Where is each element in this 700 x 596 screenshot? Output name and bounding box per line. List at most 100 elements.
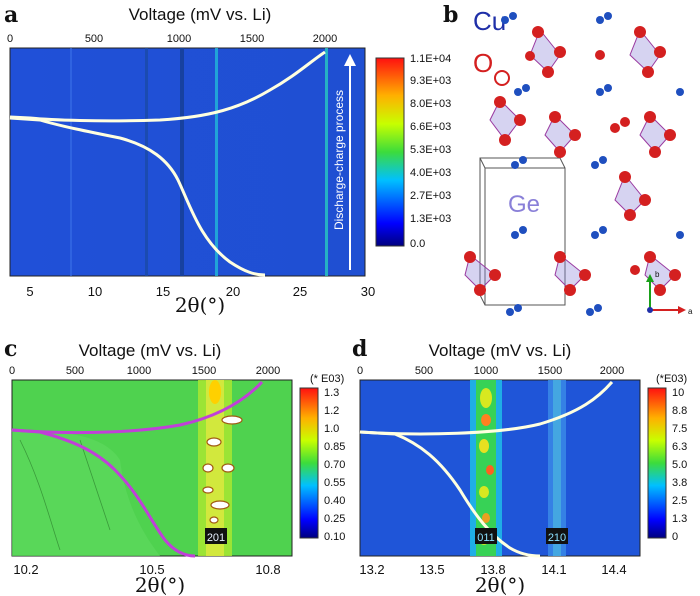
copper-atoms [501, 12, 684, 316]
panel-d-peak-011-label-box [475, 528, 497, 544]
panel-d-peak-210-core [553, 380, 561, 556]
panel-c-colorbar-label: 0.70 [324, 459, 345, 471]
panel-d-colorbar-label: 5.0 [672, 459, 687, 471]
panel-a-peak-line [215, 48, 218, 276]
panel-c-peak-label-box [205, 528, 227, 544]
panel-a-colorbar-label: 8.0E+03 [410, 98, 451, 110]
panel-c-label: c [4, 336, 17, 362]
panel-c-hotspot [209, 380, 221, 404]
panel-a-peak-line [325, 48, 328, 276]
panel-a-bottom-axis-title: 2θ(°) [175, 293, 225, 317]
panel-a-charge-curve [9, 50, 326, 123]
panel-c-colorbar-label: 1.3 [324, 387, 339, 399]
axis-a-label: a [688, 307, 693, 316]
panel-d-top-tick: 2000 [600, 365, 624, 377]
lattice-axes: b a [646, 270, 693, 316]
panel-a: a Voltage (mV vs. Li) 0 500 1000 1500 20… [4, 2, 451, 317]
panel-a-top-tick: 500 [85, 33, 103, 45]
panel-c-colorbar-label: 1.2 [324, 405, 339, 417]
panel-d-colorbar-label: 8.8 [672, 405, 687, 417]
panel-a-colorbar-label: 5.3E+03 [410, 144, 451, 156]
panel-d-colorbar-label: 10 [672, 387, 684, 399]
panel-d-colorbar-label: 0 [672, 531, 678, 543]
panel-c-top-tick: 2000 [256, 365, 280, 377]
panel-a-top-tick: 0 [7, 33, 13, 45]
panel-d-bottom-tick: 14.1 [541, 562, 566, 577]
cu-label: Cu [473, 6, 506, 36]
panel-b: b Cu O Ge [443, 2, 693, 316]
panel-a-arrowhead [344, 54, 356, 66]
panel-c-top-axis-title: Voltage (mV vs. Li) [79, 341, 222, 360]
panel-d-colorbar-unit: (*E03) [656, 373, 687, 385]
panel-c-peak-core [206, 380, 224, 556]
panel-a-top-tick: 1000 [167, 33, 191, 45]
panel-c-colorbar-label: 0.25 [324, 513, 345, 525]
panel-a-bottom-tick: 5 [26, 284, 33, 299]
panel-d-colorbar [647, 387, 667, 539]
panel-a-plot-area [9, 47, 366, 277]
panel-d-peak-011-label: 011 [477, 532, 495, 544]
panel-a-bottom-tick: 20 [226, 284, 240, 299]
panel-c-peak-label: 201 [207, 532, 225, 544]
o-label: O [473, 48, 493, 78]
panel-d-bottom-tick: 13.8 [480, 562, 505, 577]
panel-c-bottom-tick: 10.5 [139, 562, 164, 577]
panel-a-peak-line [70, 48, 72, 276]
panel-c-region [12, 430, 160, 556]
panel-c-colorbar-label: 0.85 [324, 441, 345, 453]
panel-d-top-tick: 500 [415, 365, 433, 377]
panel-c-colorbar-label: 0.10 [324, 531, 345, 543]
panel-d-peak-210-label-box [546, 528, 568, 544]
panel-c-colorbar-label: 1.0 [324, 423, 339, 435]
panel-a-bottom-tick: 15 [156, 284, 170, 299]
panel-c-islands [202, 415, 243, 524]
panel-a-bottom-tick: 30 [361, 284, 375, 299]
panel-c-colorbar-label: 0.55 [324, 477, 345, 489]
panel-d-bottom-axis-title: 2θ(°) [475, 573, 525, 596]
panel-d-colorbar-label: 2.5 [672, 495, 687, 507]
panel-c: c Voltage (mV vs. Li) 0 500 1000 1500 20… [4, 336, 345, 596]
panel-d-top-tick: 0 [357, 365, 363, 377]
panel-d-top-tick: 1500 [538, 365, 562, 377]
panel-a-bottom-tick: 25 [293, 284, 307, 299]
panel-c-colorbar-unit: (* E03) [310, 373, 344, 385]
panel-d-top-tick: 1000 [474, 365, 498, 377]
panel-a-colorbar-label: 0.0 [410, 238, 425, 250]
panel-d-bottom-tick: 13.5 [419, 562, 444, 577]
oxygen-atoms [464, 26, 681, 296]
panel-a-peak-line [145, 48, 148, 276]
panel-d-peak-011-core [476, 380, 496, 556]
panel-a-peak-line [180, 48, 184, 276]
axis-b-label: b [655, 270, 660, 279]
panel-a-colorbar-label: 6.6E+03 [410, 121, 451, 133]
panel-d-bottom-tick: 13.2 [359, 562, 384, 577]
panel-c-top-tick: 1500 [192, 365, 216, 377]
panel-d-bottom-tick: 14.4 [601, 562, 626, 577]
panel-c-bottom-axis-title: 2θ(°) [135, 573, 185, 596]
panel-d-colorbar-label: 7.5 [672, 423, 687, 435]
panel-a-bottom-tick: 10 [88, 284, 102, 299]
panel-c-bottom-tick: 10.8 [255, 562, 280, 577]
panel-a-top-axis-title: Voltage (mV vs. Li) [129, 5, 272, 24]
panel-c-bottom-tick: 10.2 [13, 562, 38, 577]
panel-a-top-tick: 1500 [240, 33, 264, 45]
panel-a-discharge-curve [9, 116, 266, 277]
panel-b-label: b [443, 2, 458, 28]
panel-a-colorbar-label: 9.3E+03 [410, 75, 451, 87]
panel-a-colorbar-label: 1.3E+03 [410, 213, 451, 225]
panel-a-colorbar [375, 57, 405, 247]
ge-label: Ge [508, 191, 540, 218]
panel-d-colorbar-label: 3.8 [672, 477, 687, 489]
panel-a-arrow-label: Discharge-charge process [332, 90, 346, 230]
panel-a-colorbar-label: 4.0E+03 [410, 167, 451, 179]
panel-c-colorbar-label: 0.40 [324, 495, 345, 507]
panel-c-top-tick: 0 [9, 365, 15, 377]
panel-a-colorbar-label: 1.1E+04 [410, 53, 451, 65]
panel-d-peak-210-label: 210 [548, 532, 566, 544]
panel-c-charge-curve [11, 380, 264, 435]
panel-d-discharge-curve [359, 430, 541, 558]
panel-d-label: d [352, 336, 367, 362]
geo4-tetrahedra [464, 29, 676, 291]
panel-c-top-tick: 500 [66, 365, 84, 377]
